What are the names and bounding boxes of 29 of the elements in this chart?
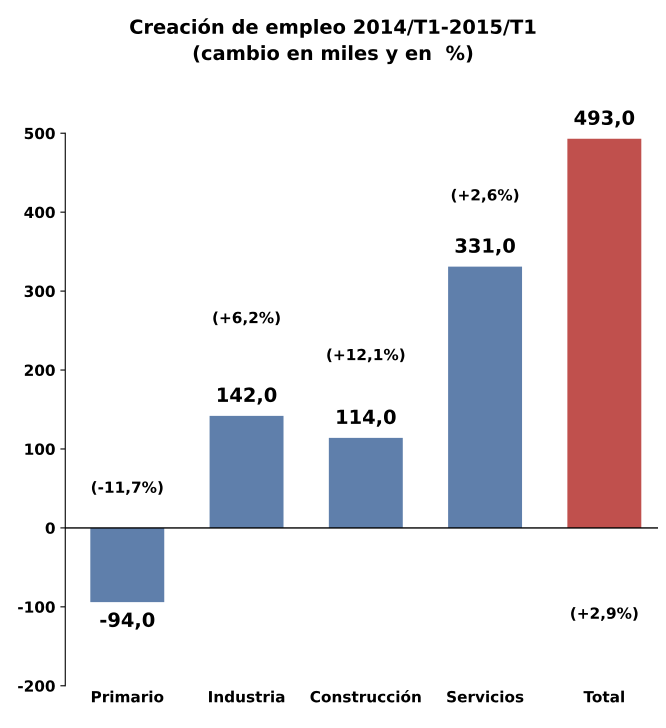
data-label: 114,0 bbox=[337, 409, 396, 427]
data-label: 142,0 bbox=[218, 387, 276, 405]
y-tick-label: 0 bbox=[46, 522, 55, 534]
chart-title: Creación de empleo 2014/T1-2015/T1 (cambio en miles y en %) bbox=[130, 18, 536, 64]
y-tick-label: 300 bbox=[24, 286, 55, 298]
y-tick-label: 200 bbox=[24, 364, 55, 376]
y-tick-label: 500 bbox=[24, 128, 55, 140]
x-tick-label: Primario bbox=[92, 690, 164, 702]
bar bbox=[567, 138, 642, 528]
bar bbox=[90, 528, 164, 602]
data-label: 331,0 bbox=[456, 238, 515, 256]
y-tick-label: -200 bbox=[18, 680, 55, 692]
x-tick-label: Total bbox=[584, 690, 624, 702]
annotation: (-11,7%) bbox=[92, 481, 163, 495]
data-label: -94,0 bbox=[100, 612, 154, 630]
data-label: 493,0 bbox=[574, 110, 634, 128]
bar bbox=[328, 438, 403, 528]
bar bbox=[448, 266, 522, 528]
annotation: (+12,1%) bbox=[327, 348, 404, 362]
annotation: (+6,2%) bbox=[213, 312, 280, 326]
y-tick-label: 400 bbox=[24, 206, 55, 218]
y-tick-label: -100 bbox=[18, 601, 55, 613]
x-tick-label: Servicios bbox=[447, 690, 524, 702]
x-tick-label: Construcción bbox=[310, 690, 421, 702]
annotation: (+2,9%) bbox=[571, 607, 638, 621]
bar bbox=[210, 416, 284, 528]
y-tick-label: 100 bbox=[25, 443, 55, 455]
annotation: (+2,6%) bbox=[452, 188, 518, 203]
x-tick-label: Industria bbox=[209, 690, 284, 702]
